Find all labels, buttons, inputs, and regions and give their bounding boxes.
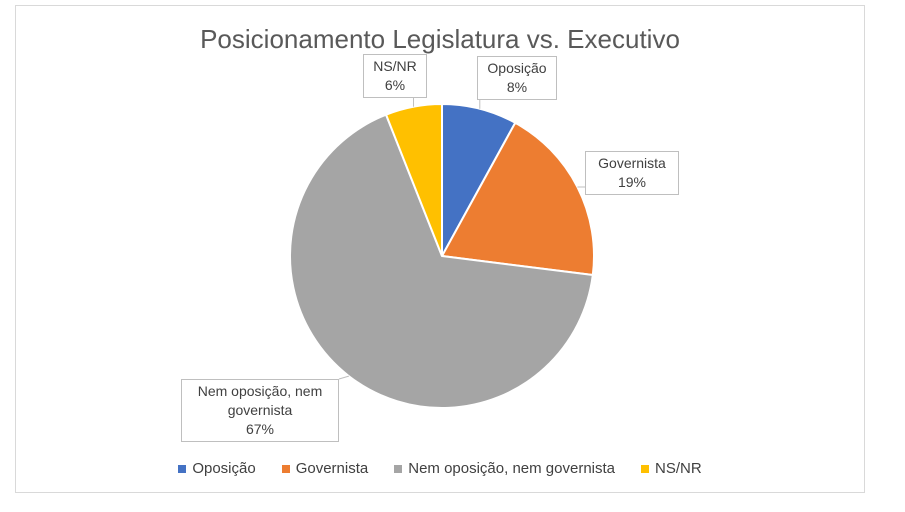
legend-swatch (281, 464, 290, 473)
data-label-text: Nem oposição, nem (197, 383, 323, 399)
chart-area: Posicionamento Legislatura vs. Executivo… (15, 5, 865, 493)
legend-item-governista: Governista (281, 460, 369, 477)
legend-swatch (178, 464, 187, 473)
legend-label: Nem oposição, nem governista (408, 460, 616, 477)
legend-item-nem-oposicao: Nem oposição, nem governista (394, 460, 615, 477)
legend-item-ns-nr: NS/NR (641, 460, 702, 477)
data-label-text: Governista (598, 155, 666, 171)
data-label-text: NS/NR (373, 58, 417, 74)
pie-chart (289, 98, 595, 409)
data-label-text: Oposição (487, 60, 547, 76)
data-label-value: 6% (384, 77, 406, 93)
legend-label: NS/NR (655, 460, 702, 477)
leader-line (338, 375, 349, 380)
data-label-governista: Governista 19% (585, 151, 679, 195)
data-label-value: 19% (617, 174, 647, 190)
legend-item-oposicao: Oposição (178, 460, 256, 477)
data-label-text-2: governista (227, 402, 293, 418)
data-label-oposicao: Oposição 8% (477, 56, 557, 100)
legend: Oposição Governista Nem oposição, nem go… (16, 460, 864, 477)
data-label-nem-oposicao: Nem oposição, nem governista 67% (181, 379, 339, 442)
data-label-ns-nr: NS/NR 6% (363, 54, 427, 98)
slice-ns-nr (384, 102, 443, 257)
data-label-value: 67% (245, 421, 275, 437)
legend-swatch (394, 464, 403, 473)
legend-swatch (641, 464, 650, 473)
legend-label: Oposição (192, 460, 256, 477)
slice-nem-oposicao (289, 113, 594, 409)
legend-label: Governista (295, 460, 369, 477)
data-label-value: 8% (506, 79, 528, 95)
chart-title: Posicionamento Legislatura vs. Executivo (200, 24, 680, 54)
